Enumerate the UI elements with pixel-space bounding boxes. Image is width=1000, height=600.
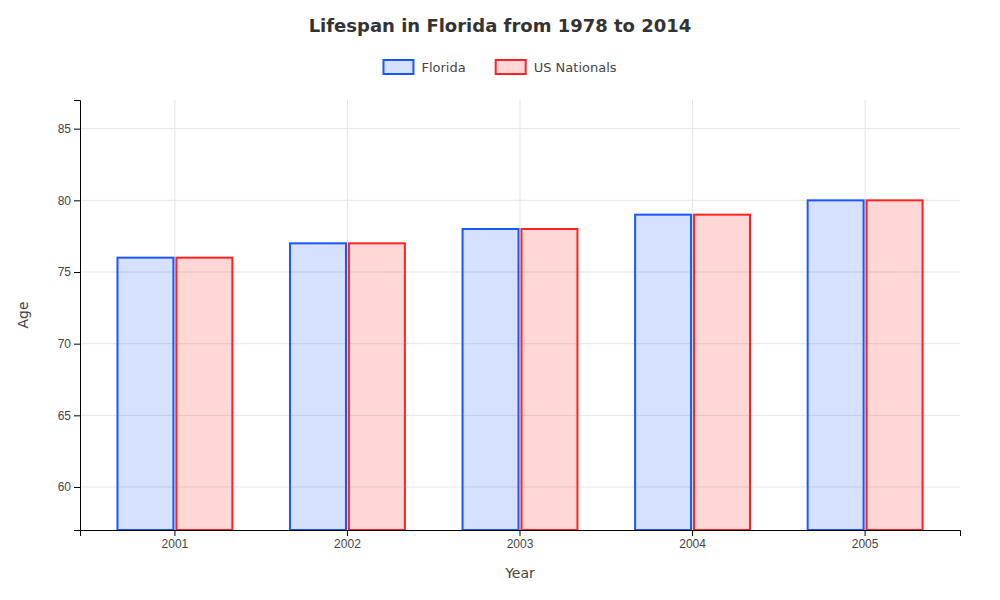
x-tick-label: 2001 bbox=[162, 537, 189, 551]
x-tick: 2001 bbox=[162, 530, 189, 551]
y-tick-label: 65 bbox=[58, 409, 72, 423]
y-tick-mark bbox=[74, 272, 80, 273]
y-tick: 65 bbox=[58, 409, 80, 423]
y-tick-mark bbox=[74, 487, 80, 488]
y-tick: 60 bbox=[58, 480, 80, 494]
bar bbox=[117, 258, 173, 530]
grid-line-x bbox=[174, 100, 175, 530]
x-tick-mark bbox=[174, 530, 175, 536]
x-tick: 2003 bbox=[507, 530, 534, 551]
grid-line-x bbox=[865, 100, 866, 530]
legend-label: US Nationals bbox=[534, 60, 617, 75]
y-tick-label: 80 bbox=[58, 194, 72, 208]
y-tick: 85 bbox=[58, 122, 80, 136]
y-tick-mark bbox=[74, 415, 80, 416]
bar bbox=[290, 243, 346, 530]
x-tick-label: 2003 bbox=[507, 537, 534, 551]
y-tick: 70 bbox=[58, 337, 80, 351]
x-tick: 2005 bbox=[852, 530, 879, 551]
x-tick: 2004 bbox=[679, 530, 706, 551]
bar bbox=[349, 243, 405, 530]
bar bbox=[808, 200, 864, 530]
x-axis-line bbox=[81, 531, 961, 537]
legend-item: US Nationals bbox=[496, 60, 617, 75]
chart: 2001 2002 2003 2004 2005 60 65 70 75 80 85 Lifespan… bbox=[0, 0, 1000, 600]
y-tick: 75 bbox=[58, 265, 80, 279]
x-tick: 2002 bbox=[334, 530, 361, 551]
bar bbox=[521, 229, 577, 530]
legend-swatch bbox=[496, 60, 526, 74]
x-tick-label: 2005 bbox=[852, 537, 879, 551]
y-tick-label: 70 bbox=[58, 337, 72, 351]
y-tick-mark bbox=[74, 200, 80, 201]
bar bbox=[176, 258, 232, 530]
bars bbox=[117, 200, 922, 530]
x-tick-label: 2002 bbox=[334, 537, 361, 551]
grid bbox=[80, 100, 960, 530]
grid-line-x bbox=[520, 100, 521, 530]
y-tick-label: 75 bbox=[58, 265, 72, 279]
bar bbox=[463, 229, 519, 530]
x-axis: 2001 2002 2003 2004 2005 bbox=[81, 530, 961, 551]
x-tick-mark bbox=[520, 530, 521, 536]
grid-line-x bbox=[347, 100, 348, 530]
y-axis-title: Age bbox=[15, 301, 31, 328]
x-tick-mark bbox=[865, 530, 866, 536]
y-tick: 80 bbox=[58, 194, 80, 208]
bar bbox=[635, 215, 691, 530]
plot: 2001 2002 2003 2004 2005 60 65 70 75 80 85 bbox=[58, 100, 961, 551]
grid-line-x bbox=[692, 100, 693, 530]
legend: Florida US Nationals bbox=[383, 60, 616, 75]
bar bbox=[867, 200, 923, 530]
y-axis: 60 65 70 75 80 85 bbox=[58, 101, 81, 531]
y-tick-label: 60 bbox=[58, 480, 72, 494]
x-tick-mark bbox=[692, 530, 693, 536]
title: Lifespan in Florida from 1978 to 2014 bbox=[309, 15, 692, 36]
legend-item: Florida bbox=[383, 60, 465, 75]
y-tick-label: 85 bbox=[58, 122, 72, 136]
legend-swatch bbox=[383, 60, 413, 74]
x-tick-label: 2004 bbox=[679, 537, 706, 551]
y-axis-line bbox=[74, 101, 81, 531]
x-tick-mark bbox=[347, 530, 348, 536]
bar bbox=[694, 215, 750, 530]
y-tick-mark bbox=[74, 344, 80, 345]
y-tick-mark bbox=[74, 129, 80, 130]
legend-label: Florida bbox=[421, 60, 465, 75]
x-axis-title: Year bbox=[504, 565, 535, 581]
